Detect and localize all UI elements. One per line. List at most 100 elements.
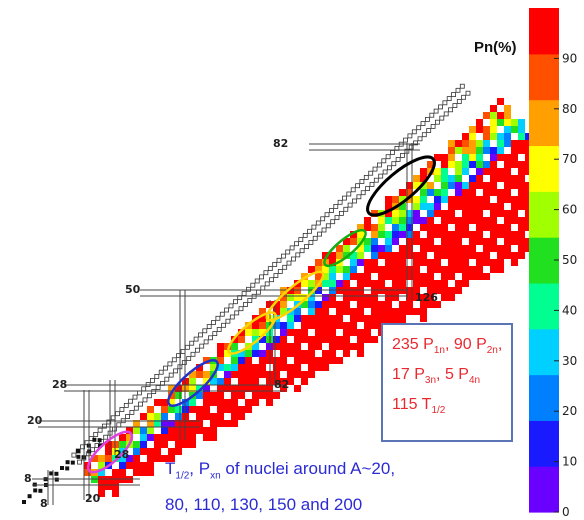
heatmap-cell	[364, 259, 371, 266]
known-nucleus-marker	[382, 169, 388, 175]
heatmap-cell	[301, 336, 308, 343]
heatmap-cell	[413, 252, 420, 259]
heatmap-cell	[217, 406, 224, 413]
heatmap-cell	[168, 399, 175, 406]
known-nucleus-marker	[133, 405, 139, 411]
heatmap-cell	[245, 385, 252, 392]
heatmap-cell	[343, 238, 350, 245]
heatmap-cell	[322, 336, 329, 343]
heatmap-cell	[490, 126, 497, 133]
heatmap-cell	[322, 252, 329, 259]
colorbar-swatch	[529, 466, 559, 513]
heatmap-cell	[476, 231, 483, 238]
heatmap-cell	[371, 259, 378, 266]
heatmap-cell	[413, 175, 420, 182]
heatmap-cell	[189, 399, 196, 406]
known-nucleus-marker	[80, 444, 85, 450]
heatmap-cell	[308, 280, 315, 287]
heatmap-cell	[406, 266, 413, 273]
colorbar-tick-label: 60	[562, 203, 577, 217]
known-nucleus-marker	[411, 129, 417, 135]
heatmap-cell	[259, 371, 266, 378]
caption-line-2: 80, 110, 130, 150 and 200	[165, 495, 363, 515]
heatmap-cell	[490, 175, 497, 182]
heatmap-cell	[483, 189, 490, 196]
known-nucleus-marker	[116, 422, 122, 428]
heatmap-cell	[301, 350, 308, 357]
heatmap-cell	[217, 420, 224, 427]
heatmap-cell	[462, 133, 469, 140]
heatmap-cell	[196, 364, 203, 371]
heatmap-cell	[497, 119, 504, 126]
known-nucleus-marker	[115, 411, 120, 417]
heatmap-cell	[245, 399, 252, 406]
known-nucleus-marker	[443, 111, 449, 117]
heatmap-cell	[371, 294, 378, 301]
known-nucleus-marker	[54, 471, 59, 476]
heatmap-cell	[434, 189, 441, 196]
heatmap-cell	[357, 238, 364, 245]
heatmap-cell	[175, 420, 182, 427]
heatmap-cell	[231, 406, 238, 413]
heatmap-cell	[301, 301, 308, 308]
heatmap-cell	[259, 385, 266, 392]
heatmap-cell	[364, 245, 371, 252]
heatmap-cell	[357, 273, 364, 280]
heatmap-cell	[406, 210, 413, 217]
heatmap-cell	[427, 266, 434, 273]
heatmap-cell	[385, 308, 392, 315]
heatmap-cell	[329, 357, 336, 364]
heatmap-cell	[126, 427, 133, 434]
heatmap-cell	[287, 364, 294, 371]
heatmap-cell	[455, 245, 462, 252]
heatmap-cell	[336, 336, 343, 343]
heatmap-cell	[238, 413, 245, 420]
heatmap-cell	[462, 189, 469, 196]
heatmap-cell	[133, 420, 140, 427]
heatmap-cell	[329, 294, 336, 301]
heatmap-cell	[504, 224, 511, 231]
known-nucleus-marker	[219, 311, 225, 317]
heatmap-cell	[518, 252, 525, 259]
heatmap-cell	[140, 413, 147, 420]
heatmap-cell	[329, 350, 336, 357]
known-nucleus-marker	[70, 460, 75, 465]
heatmap-cell	[406, 273, 413, 280]
heatmap-cell	[399, 308, 406, 315]
heatmap-cell	[315, 329, 322, 336]
heatmap-cell	[112, 483, 119, 490]
heatmap-cell	[238, 371, 245, 378]
heatmap-cell	[308, 301, 315, 308]
heatmap-cell	[231, 364, 238, 371]
heatmap-cell	[511, 161, 518, 168]
heatmap-cell	[483, 168, 490, 175]
heatmap-cell	[259, 329, 266, 336]
heatmap-cell	[231, 357, 238, 364]
known-nucleus-marker	[77, 459, 82, 465]
heatmap-cell	[441, 161, 448, 168]
heatmap-cell	[483, 203, 490, 210]
known-nucleus-marker	[180, 349, 186, 354]
heatmap-cell	[504, 196, 511, 203]
heatmap-cell	[434, 252, 441, 259]
colorbar-swatch	[529, 99, 559, 147]
heatmap-cell	[448, 175, 455, 182]
colorbar-swatch	[529, 53, 559, 101]
heatmap-cell	[126, 434, 133, 441]
heatmap-cell	[504, 133, 511, 140]
heatmap-cell	[147, 427, 154, 434]
heatmap-cell	[147, 406, 154, 413]
heatmap-cell	[91, 455, 98, 462]
heatmap-cell	[259, 322, 266, 329]
heatmap-cell	[399, 217, 406, 224]
heatmap-cell	[238, 364, 245, 371]
heatmap-cell	[427, 238, 434, 245]
heatmap-cell	[483, 252, 490, 259]
heatmap-cell	[343, 322, 350, 329]
known-nucleus-marker	[212, 331, 218, 337]
known-nucleus-marker	[426, 128, 432, 133]
heatmap-cell	[343, 308, 350, 315]
heatmap-cell	[511, 259, 518, 266]
heatmap-cell	[413, 259, 420, 266]
heatmap-cell	[301, 322, 308, 329]
